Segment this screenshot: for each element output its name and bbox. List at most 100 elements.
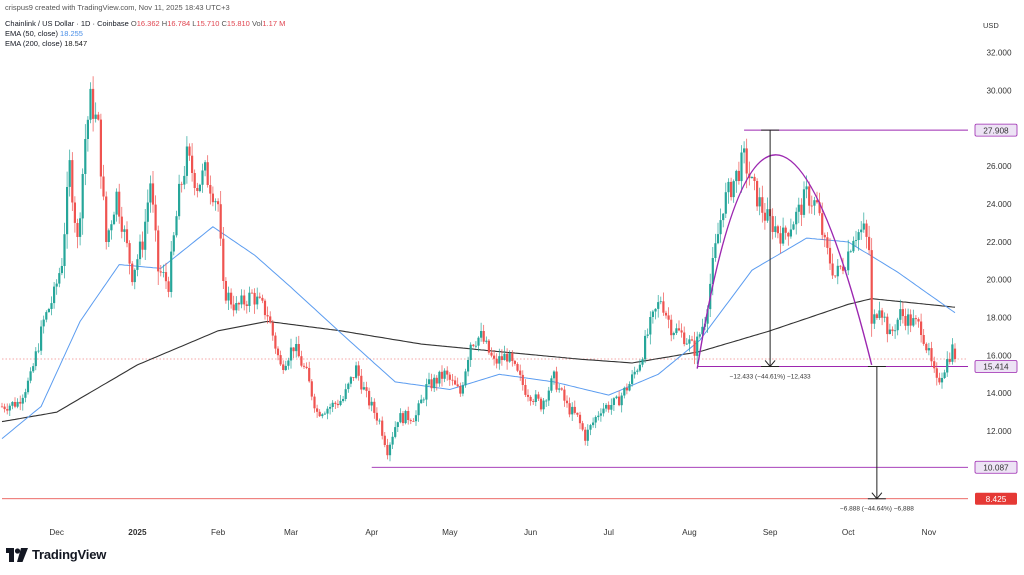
candle-body [440, 371, 444, 379]
candle-body [943, 372, 946, 378]
candle-body [430, 379, 433, 389]
candle-body [227, 292, 230, 301]
ema50-label: EMA (50, close) [5, 29, 58, 38]
y-tick-label: 14.000 [986, 389, 1011, 398]
candle-body [724, 192, 727, 214]
candle-body [133, 269, 136, 283]
candle-body [258, 296, 261, 298]
candle-body [706, 309, 709, 324]
level-price-tag [974, 360, 1018, 373]
candle-body [584, 429, 587, 441]
candle-body [279, 355, 282, 365]
candle-body [685, 343, 688, 345]
candle-body [795, 211, 798, 225]
candle-body [105, 196, 108, 242]
candle-body [11, 402, 14, 406]
candle-body [771, 216, 774, 232]
candle-body [183, 175, 186, 185]
high-label: H [161, 19, 168, 28]
candle-body [482, 331, 485, 342]
candle-body [487, 340, 490, 353]
candle-body [836, 265, 839, 277]
candle-body [120, 216, 123, 232]
candle-body [854, 240, 858, 241]
candle-body [94, 114, 97, 119]
candle-body [66, 187, 69, 235]
candle-body [394, 427, 397, 437]
candle-body [878, 310, 881, 318]
candle-body [719, 220, 722, 235]
candle-body [774, 226, 777, 232]
candle-body [128, 243, 131, 264]
candle-body [263, 300, 267, 316]
candle-body [154, 204, 157, 231]
candle-body [164, 272, 168, 282]
candle-body [6, 409, 9, 411]
candle-body [86, 119, 89, 139]
candle-body [245, 304, 248, 306]
candle-body [323, 413, 326, 415]
candle-body [870, 250, 873, 324]
candle-body [71, 160, 74, 203]
candle-body [841, 266, 845, 271]
legend-ema200-row[interactable]: EMA (200, close) 18.547 [5, 39, 87, 48]
candle-body [159, 271, 162, 273]
candle-body [513, 360, 516, 364]
candle-body [615, 396, 618, 399]
candle-body [217, 201, 220, 205]
candle-body [495, 358, 498, 364]
candle-body [776, 226, 779, 234]
candle-body [81, 174, 84, 219]
candle-body [355, 365, 358, 378]
candle-body [308, 368, 311, 382]
candle-body [730, 181, 733, 198]
level-price-tag [974, 460, 1018, 474]
candle-body [344, 389, 347, 399]
time-axis: Dec 2025 Feb Mar Apr May Jun Jul Aug Sep Oct Nov [49, 528, 937, 537]
candle-body [539, 398, 543, 410]
x-tick-label: Jul [603, 528, 614, 537]
candle-body [34, 351, 37, 367]
candle-body [576, 412, 579, 415]
candle-body [316, 408, 319, 412]
x-tick-label: Aug [682, 528, 697, 537]
candle-body [571, 406, 574, 415]
candle-body [625, 387, 628, 391]
candle-body [875, 314, 878, 318]
candle-body [357, 365, 360, 376]
x-tick-label: 2025 [128, 528, 147, 537]
candle-body [938, 377, 941, 383]
candle-body [547, 390, 550, 401]
candle-body [19, 401, 22, 404]
candle-body [362, 387, 365, 390]
legend-ema50-row[interactable]: EMA (50, close) 18.255 [5, 29, 83, 38]
candle-body [425, 384, 428, 400]
candle-body [368, 390, 371, 406]
candle-body [420, 399, 423, 404]
currency-label: USD [983, 21, 999, 30]
candle-body [894, 330, 897, 332]
level-price-tag [975, 492, 1017, 505]
candle-body [414, 415, 418, 422]
candle-body [188, 146, 191, 156]
candle-body [740, 152, 743, 182]
candle-body [766, 209, 769, 221]
candle-body [29, 371, 32, 381]
candle-body [800, 204, 803, 215]
candle-body [282, 364, 285, 370]
candle-body [743, 148, 746, 153]
candle-body [727, 181, 730, 193]
candle-body [151, 183, 155, 205]
candle-body [904, 316, 907, 326]
candle-body [89, 88, 92, 120]
candle-body [50, 303, 53, 309]
tradingview-logo[interactable]: TradingView [6, 547, 106, 562]
candle-body [526, 394, 530, 397]
candle-body [753, 176, 756, 181]
candle-body [8, 405, 11, 411]
candlestick-series [0, 76, 957, 462]
candle-body [847, 251, 850, 271]
candle-body [542, 400, 545, 410]
candle-body [79, 218, 82, 237]
